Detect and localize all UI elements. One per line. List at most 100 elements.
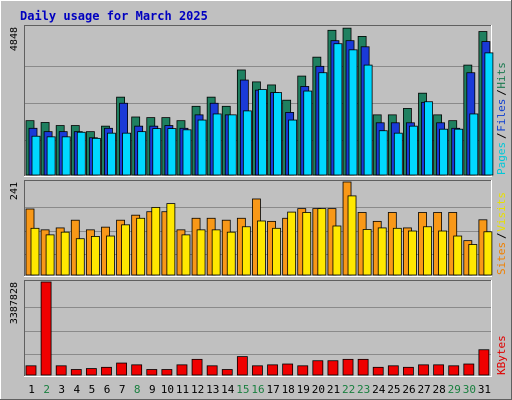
- kbytes-panel-bar-kbytes-day-14: [221, 369, 233, 376]
- x-tick-label-day-8: 8: [134, 383, 141, 396]
- x-tick-label-day-6: 6: [104, 383, 111, 396]
- x-tick-label-day-2: 2: [43, 383, 50, 396]
- visits-panel-bar-sites-day-5: [90, 236, 100, 276]
- x-tick-label-day-14: 14: [221, 383, 235, 396]
- visits-panel-bar-sites-day-8: [136, 217, 146, 276]
- kbytes-panel-bar-kbytes-day-11: [176, 364, 188, 376]
- hits-panel-legend-item: Files: [495, 99, 508, 132]
- x-tick-label-day-27: 27: [417, 383, 430, 396]
- kbytes-panel-bar-kbytes-day-29: [448, 365, 460, 376]
- hits-panel-bar-pages-day-24: [378, 130, 388, 176]
- hits-panel-bar-pages-day-9: [152, 128, 162, 176]
- kbytes-panel-bar-kbytes-day-24: [372, 366, 384, 376]
- kbytes-panel-bar-kbytes-day-28: [433, 364, 445, 376]
- hits-panel-max-label: 4848: [9, 27, 20, 51]
- kbytes-panel-legend: KBytes: [495, 335, 508, 375]
- kbytes-panel-legend-item: KBytes: [495, 335, 508, 375]
- chart-title: Daily usage for March 2025: [20, 9, 208, 23]
- visits-panel-bar-sites-day-7: [121, 224, 130, 276]
- x-tick-label-day-25: 25: [387, 383, 400, 396]
- visits-panel-bar-sites-day-31: [483, 231, 493, 276]
- visits-panel-bar-sites-day-10: [166, 203, 176, 276]
- hits-panel-bar-pages-day-6: [107, 132, 116, 176]
- visits-panel-bar-sites-day-27: [423, 226, 432, 276]
- hits-panel-legend-item: Hits: [495, 62, 508, 89]
- hits-panel-bar-pages-day-25: [393, 132, 403, 176]
- x-tick-label-day-17: 17: [266, 383, 279, 396]
- kbytes-panel-bar-kbytes-day-1: [25, 365, 37, 376]
- hits-panel-bar-pages-day-15: [242, 110, 252, 176]
- hits-panel-bar-pages-day-27: [424, 101, 433, 176]
- hits-panel-bar-pages-day-30: [469, 113, 479, 176]
- visits-panel-bar-sites-day-28: [438, 230, 448, 276]
- x-tick-label-day-10: 10: [161, 383, 174, 396]
- x-tick-label-day-15: 15: [236, 383, 249, 396]
- x-tick-label-day-3: 3: [58, 383, 65, 396]
- kbytes-panel-bar-kbytes-day-9: [146, 369, 158, 376]
- x-tick-label-day-23: 23: [357, 383, 370, 396]
- x-tick-label-day-12: 12: [191, 383, 204, 396]
- visits-panel-bar-sites-day-29: [453, 235, 463, 276]
- visits-panel-bar-sites-day-16: [257, 220, 266, 276]
- visits-panel-bar-sites-day-24: [377, 227, 387, 276]
- visits-panel-bar-sites-day-3: [60, 231, 70, 276]
- visits-panel-legend-item: /: [495, 232, 508, 239]
- x-tick-label-day-29: 29: [448, 383, 461, 396]
- x-tick-label-day-22: 22: [342, 383, 355, 396]
- kbytes-panel-max-label: 3387828: [9, 282, 20, 324]
- kbytes-panel-bar-kbytes-day-10: [161, 369, 173, 376]
- visits-panel-legend-item: Visits: [495, 192, 508, 232]
- hits-panel-legend-item: Pages: [495, 142, 508, 175]
- visits-panel-bar-sites-day-4: [75, 238, 85, 276]
- visits-panel-bar-sites-day-26: [408, 230, 417, 276]
- kbytes-panel-bar-kbytes-day-16: [252, 365, 263, 376]
- hits-panel-bar-pages-day-8: [137, 131, 147, 176]
- hits-panel-legend-item: /: [495, 132, 508, 139]
- visits-panel-bar-sites-day-18: [287, 211, 297, 276]
- hits-panel-bar-pages-day-23: [363, 64, 373, 176]
- hits-panel-bar-pages-day-31: [484, 52, 494, 176]
- hits-panel-bar-pages-day-20: [318, 72, 328, 176]
- x-tick-label-day-5: 5: [89, 383, 96, 396]
- kbytes-panel-bar-kbytes-day-27: [418, 364, 429, 376]
- kbytes-panel-bar-kbytes-day-8: [131, 364, 143, 376]
- x-tick-label-day-4: 4: [74, 383, 81, 396]
- visits-panel-bar-sites-day-6: [106, 235, 115, 276]
- visits-panel-max-label: 241: [9, 182, 20, 200]
- hits-panel-bar-pages-day-16: [258, 89, 267, 176]
- hits-panel-bar-pages-day-14: [227, 114, 237, 176]
- visits-panel-bar-sites-day-25: [392, 227, 402, 276]
- kbytes-panel-bar-kbytes-day-15: [236, 356, 248, 376]
- kbytes-panel-bar-kbytes-day-30: [463, 363, 475, 376]
- kbytes-panel-bar-kbytes-day-20: [312, 360, 324, 376]
- x-axis-tick-labels: 1 2 3 4 5 6 7 8 9 10 11 12 13 14 15 16 17 18 19 20 21 22 23 24 2…: [28, 383, 491, 396]
- kbytes-panel-plot-area: [24, 280, 492, 377]
- hits-panel-legend: Pages/Files/Hits: [495, 62, 508, 175]
- hits-panel-bar-pages-day-7: [122, 132, 131, 176]
- visits-panel-bar-sites-day-30: [468, 244, 478, 276]
- hits-panel-bar-pages-day-5: [91, 137, 101, 176]
- kbytes-panel-bar-kbytes-day-18: [282, 363, 294, 376]
- x-tick-label-day-30: 30: [463, 383, 476, 396]
- visits-panel-bar-sites-day-17: [272, 227, 281, 276]
- kbytes-panel-bar-kbytes-day-13: [206, 365, 218, 376]
- visits-panel-bar-sites-day-22: [347, 195, 357, 276]
- kbytes-panel-bar-kbytes-day-2: [40, 281, 52, 376]
- visits-panel-bar-sites-day-15: [241, 226, 251, 276]
- x-tick-label-day-26: 26: [402, 383, 415, 396]
- kbytes-panel-bar-kbytes-day-22: [342, 358, 354, 376]
- visits-panel-bar-sites-day-1: [30, 227, 40, 276]
- hits-panel-bar-pages-day-28: [439, 128, 449, 176]
- x-tick-label-day-21: 21: [327, 383, 340, 396]
- kbytes-panel-bar-kbytes-day-3: [55, 365, 67, 376]
- visits-panel: 241 Sites /Visits: [9, 180, 508, 277]
- visits-panel-bar-sites-day-21: [332, 225, 342, 276]
- hits-panel-bar-pages-day-3: [61, 136, 71, 176]
- visits-panel-bar-sites-day-12: [196, 229, 206, 276]
- hits-panel-bar-pages-day-21: [333, 43, 343, 176]
- hits-panel-bar-pages-day-29: [454, 128, 464, 176]
- kbytes-panel: 3387828 KBytes: [9, 280, 508, 377]
- visits-panel-bar-sites-day-19: [302, 212, 312, 276]
- x-tick-label-day-19: 19: [297, 383, 310, 396]
- x-tick-label-day-9: 9: [149, 383, 156, 396]
